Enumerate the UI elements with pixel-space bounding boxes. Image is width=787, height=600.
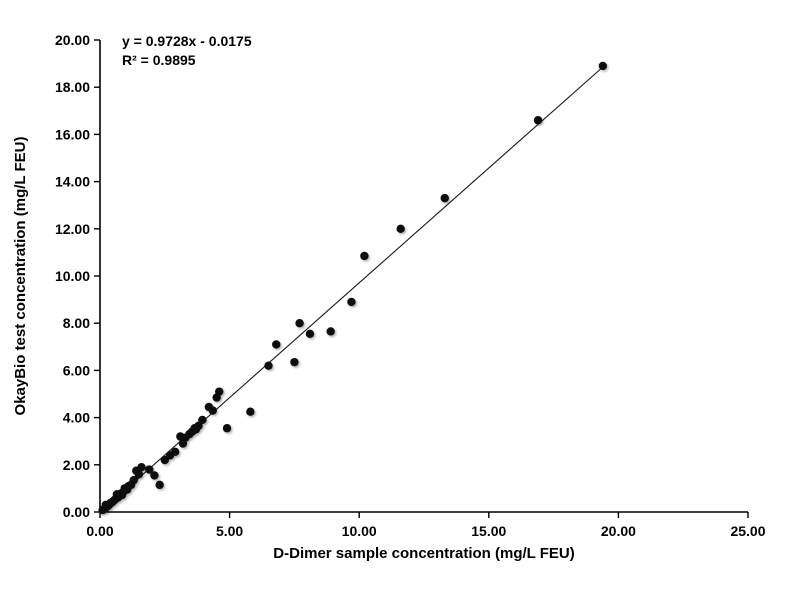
y-tick-label: 0.00	[63, 504, 90, 520]
y-tick-label: 18.00	[55, 79, 90, 95]
scatter-point	[305, 329, 315, 339]
scatter-point	[598, 61, 608, 71]
scatter-point	[326, 327, 335, 336]
scatter-point	[360, 251, 369, 261]
scatter-point	[145, 465, 154, 474]
y-tick-label: 2.00	[63, 457, 90, 473]
scatter-point	[396, 224, 405, 233]
scatter-point	[155, 480, 164, 490]
scatter-point	[137, 462, 146, 472]
scatter-point	[347, 297, 356, 307]
y-tick-label: 16.00	[55, 126, 90, 142]
y-tick-label: 6.00	[63, 362, 90, 378]
x-tick-label: 10.00	[342, 523, 377, 539]
r-squared-label: R² = 0.9895	[122, 52, 196, 68]
y-axis-title: OkayBio test concentration (mg/L FEU)	[12, 136, 29, 416]
x-axis-title: D-Dimer sample concentration (mg/L FEU)	[273, 545, 575, 562]
x-tick-label: 15.00	[471, 523, 506, 539]
y-tick-label: 12.00	[55, 221, 90, 237]
scatter-point	[134, 470, 144, 479]
scatter-point	[290, 357, 299, 367]
x-tick-label: 5.00	[216, 523, 243, 539]
scatter-point	[198, 415, 207, 425]
scatter-point	[208, 406, 217, 415]
x-tick-label: 0.00	[86, 523, 113, 539]
scatter-point	[222, 424, 232, 433]
scatter-point	[295, 319, 304, 328]
scatter-point	[264, 361, 273, 370]
scatter-point	[272, 340, 281, 349]
scatter-point	[215, 387, 224, 396]
y-tick-label: 14.00	[55, 174, 90, 190]
trendline	[100, 65, 605, 512]
trendline-equation: y = 0.9728x - 0.0175	[122, 33, 252, 49]
y-tick-label: 20.00	[55, 32, 90, 48]
y-tick-label: 4.00	[63, 410, 90, 426]
scatter-points	[98, 61, 608, 515]
x-tick-label: 25.00	[730, 523, 765, 539]
scatter-point	[440, 193, 449, 203]
y-tick-label: 8.00	[63, 315, 90, 331]
scatter-point	[129, 475, 138, 485]
scatter-point	[533, 116, 543, 125]
scatter-point	[246, 407, 255, 416]
x-tick-label: 20.00	[601, 523, 636, 539]
scatter-point	[150, 471, 159, 480]
y-tick-label: 10.00	[55, 268, 90, 284]
scatter-point	[170, 447, 180, 457]
